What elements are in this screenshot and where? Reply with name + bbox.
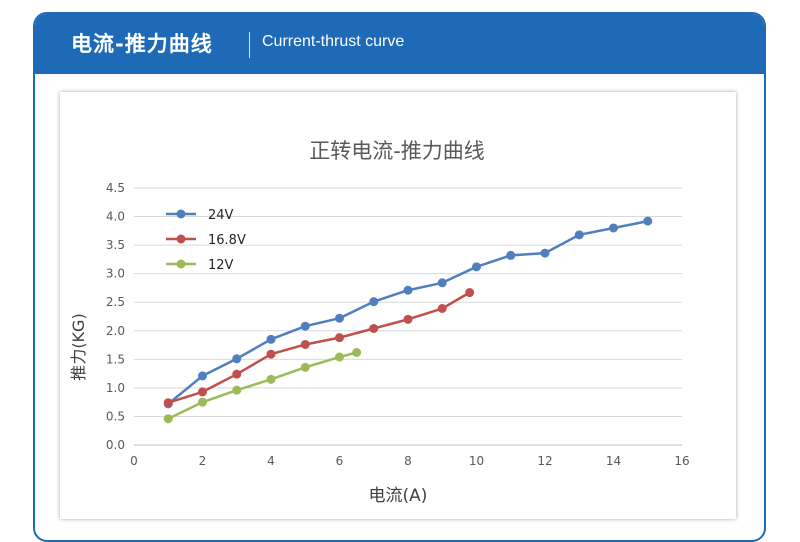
y-tick-label: 4.5 — [106, 181, 125, 195]
chart-frame: 正转电流-推力曲线 0.0 0.5 1.0 1.5 2.0 2.5 3.0 3.5 4.0 4.5… — [60, 92, 736, 519]
data-point — [574, 230, 584, 240]
x-tick-label: 6 — [336, 454, 344, 468]
header-subtitle: Current-thrust curve — [262, 33, 405, 50]
data-point — [198, 371, 207, 381]
y-tick-label: 0.0 — [106, 438, 125, 452]
chart-title: 正转电流-推力曲线 — [309, 139, 485, 163]
x-tick-label: 10 — [469, 454, 484, 468]
x-axis-label: 电流(A) — [369, 486, 428, 506]
series-line — [167, 351, 357, 420]
legend-marker — [176, 259, 186, 269]
data-point — [643, 216, 653, 226]
y-tick-label: 3.5 — [106, 238, 125, 252]
data-point — [472, 262, 481, 272]
data-point — [300, 339, 310, 349]
legend-marker — [176, 209, 186, 219]
data-point — [506, 250, 516, 260]
x-tick-label: 14 — [606, 454, 621, 468]
data-point — [266, 349, 276, 359]
data-point — [609, 223, 618, 233]
y-tick-label: 2.0 — [106, 324, 125, 338]
data-point — [198, 397, 207, 407]
y-tick-label: 1.5 — [106, 352, 125, 366]
data-point — [369, 323, 379, 333]
header-title: 电流-推力曲线 — [71, 32, 213, 56]
data-point — [266, 334, 276, 344]
data-point — [369, 297, 379, 307]
data-point — [300, 321, 310, 331]
header-divider — [249, 32, 250, 58]
y-axis-label: 推力(KG) — [69, 313, 88, 380]
current-thrust-chart: 正转电流-推力曲线 0.0 0.5 1.0 1.5 2.0 2.5 3.0 3.5 4.0 4.5… — [69, 139, 690, 506]
data-point — [300, 362, 310, 372]
series-line — [167, 291, 471, 404]
y-tick-label: 2.5 — [106, 295, 125, 309]
legend-label: 24V — [208, 208, 234, 223]
x-tick-label: 2 — [199, 454, 207, 468]
data-point — [403, 314, 413, 324]
y-tick-label: 0.5 — [106, 409, 125, 423]
data-point — [540, 248, 550, 258]
data-point — [232, 354, 242, 364]
y-tick-label: 1.0 — [106, 381, 125, 395]
x-tick-label: 12 — [537, 454, 552, 468]
data-point — [232, 369, 242, 379]
data-point — [437, 278, 447, 288]
grid-lines — [134, 187, 682, 417]
data-point — [266, 374, 276, 384]
data-point — [163, 398, 173, 408]
data-point — [232, 385, 242, 395]
card-header: 电流-推力曲线 Current-thrust curve — [35, 14, 764, 74]
series-layer — [163, 216, 653, 424]
data-point — [437, 304, 447, 314]
data-point — [335, 313, 344, 323]
x-tick-label: 0 — [130, 454, 138, 468]
data-point — [335, 333, 344, 343]
data-point — [335, 352, 344, 362]
x-tick-label: 4 — [267, 454, 275, 468]
legend: 24V 16.8V 12V — [166, 208, 246, 273]
y-tick-label: 3.0 — [106, 267, 125, 281]
legend-marker — [176, 234, 186, 244]
data-point — [198, 387, 207, 397]
data-point — [403, 285, 413, 295]
y-tick-label: 4.0 — [106, 210, 125, 224]
legend-label: 16.8V — [208, 233, 246, 248]
data-point — [163, 414, 173, 424]
data-point — [352, 347, 362, 357]
axes: 0.0 0.5 1.0 1.5 2.0 2.5 3.0 3.5 4.0 4.5 0 2 4 6 8 10 12 1… — [106, 181, 690, 468]
data-point — [465, 288, 475, 298]
legend-label: 12V — [208, 258, 234, 273]
x-tick-label: 16 — [674, 454, 689, 468]
x-tick-label: 8 — [404, 454, 412, 468]
